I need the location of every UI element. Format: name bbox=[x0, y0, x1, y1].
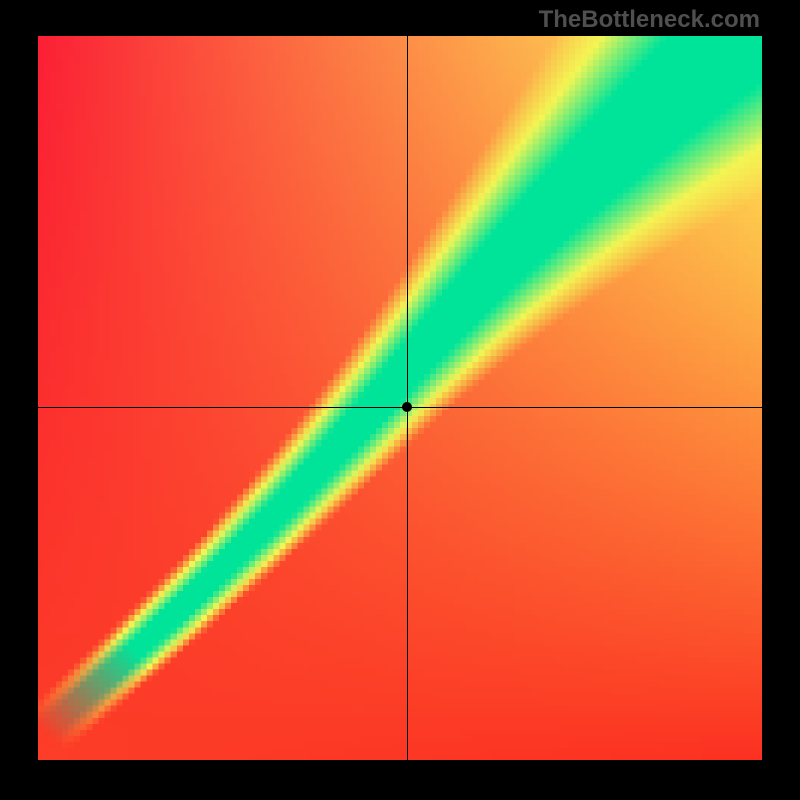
bottleneck-heatmap bbox=[38, 36, 762, 760]
watermark-text: TheBottleneck.com bbox=[539, 6, 760, 34]
crosshair-marker bbox=[402, 402, 412, 412]
crosshair-horizontal bbox=[38, 407, 762, 408]
chart-container: { "canvas": { "width": 800, "height": 80… bbox=[0, 0, 800, 800]
crosshair-vertical bbox=[407, 36, 408, 760]
